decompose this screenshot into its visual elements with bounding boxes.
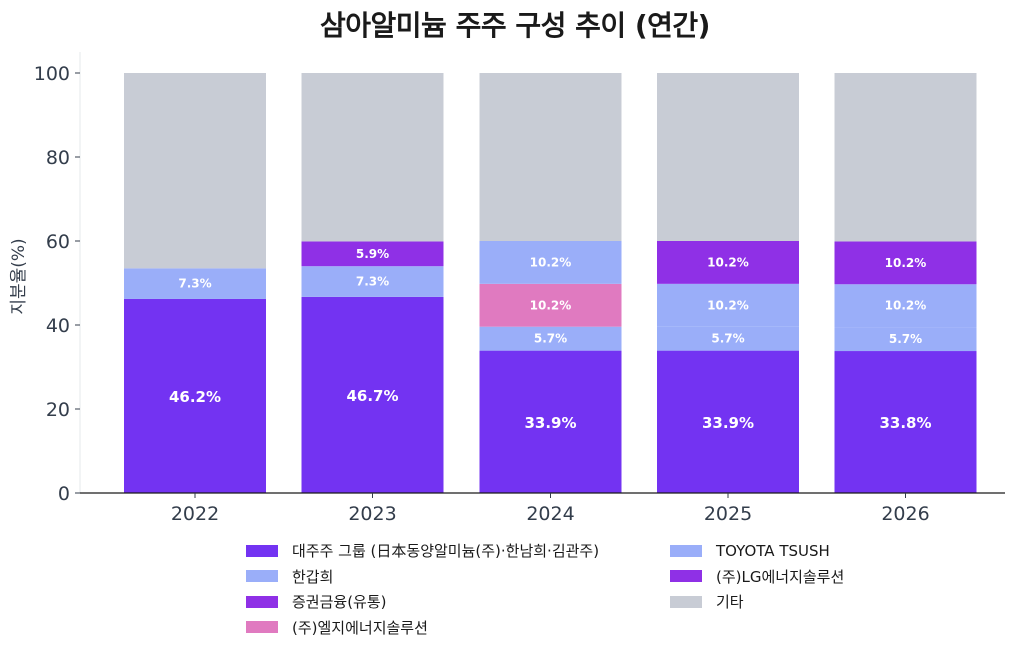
bar-data-label: 46.7%: [346, 387, 398, 405]
y-tick-label: 0: [58, 483, 70, 505]
bar-data-label: 33.8%: [879, 414, 931, 432]
y-tick-label: 80: [46, 147, 70, 169]
bar-data-label: 5.7%: [889, 332, 922, 346]
x-tick-label: 2025: [704, 503, 752, 525]
x-tick-label: 2023: [348, 503, 396, 525]
bars-group: [124, 73, 977, 493]
legend-label: 대주주 그룹 (日本동양알미늄(주)·한남희·김관주): [292, 542, 600, 561]
bar-segment-2024: [479, 350, 622, 493]
bar-segment-2023: [301, 266, 444, 297]
bar-data-label: 7.3%: [178, 277, 211, 291]
bar-segment-2025: [657, 350, 799, 493]
bar-segment-2022: [124, 268, 266, 299]
legend-item: TOYOTA TSUSH: [670, 538, 844, 564]
bar-segment-2026: [834, 351, 977, 493]
bar-segment-2024: [479, 73, 622, 241]
bar-segment-blue-upper-2026: [834, 284, 977, 328]
legend-label: 한갑희: [292, 567, 334, 586]
bar-segment-2025: [657, 73, 799, 241]
bar-segment-2024: [479, 326, 622, 351]
legend-label: TOYOTA TSUSH: [716, 541, 830, 560]
chart-title: 삼아알미늄 주주 구성 추이 (연간): [320, 9, 710, 42]
bar-segment-2024: [479, 283, 622, 327]
bar-segment-blue-upper-2025: [657, 283, 799, 327]
legend-item: 대주주 그룹 (日本동양알미늄(주)·한남희·김관주): [246, 538, 599, 564]
bar-segment-2026: [834, 327, 977, 352]
bar-segment-2026: [834, 241, 977, 285]
x-tick-label: 2022: [171, 503, 219, 525]
x-tick-label: 2024: [526, 503, 574, 525]
legend-label: 증권금융(유통): [292, 593, 387, 612]
bar-data-label: 5.7%: [534, 332, 567, 346]
axes-group: 0 20 40 60 80 100 2022 2023 2024 2025 2026: [34, 52, 1005, 525]
bar-data-label: 5.7%: [711, 332, 744, 346]
legend-item: 기타: [670, 589, 844, 615]
bar-data-label: 10.2%: [707, 298, 749, 312]
bar-data-label: 10.2%: [885, 299, 927, 313]
legend-item: (주)LG에너지솔루션: [670, 564, 844, 590]
legend-swatch: [246, 621, 278, 634]
y-tick-label: 100: [34, 63, 70, 85]
bar-segment-2023: [301, 73, 444, 242]
legend-swatch: [246, 544, 278, 557]
y-tick-label: 60: [46, 231, 70, 253]
legend-label: (주)LG에너지솔루션: [716, 567, 845, 586]
y-axis-label: 지분율(%): [9, 238, 29, 314]
bar-data-label: 33.9%: [524, 414, 576, 432]
legend-item: (주)엘지에너지솔루션: [246, 615, 599, 641]
bar-data-label: 10.2%: [707, 255, 749, 269]
bar-data-label: 5.9%: [356, 247, 389, 261]
bar-data-label: 10.2%: [885, 256, 927, 270]
legend-swatch: [670, 595, 702, 608]
x-tick-label: 2026: [881, 503, 929, 525]
legend-swatch: [246, 595, 278, 608]
bar-segment-2022: [124, 73, 266, 269]
bar-segment-2023: [301, 296, 444, 493]
legend-swatch: [670, 570, 702, 583]
bar-data-label: 33.9%: [702, 414, 754, 432]
bar-segment-2025: [657, 326, 799, 351]
bar-segment-2026: [834, 73, 977, 242]
y-tick-label: 20: [46, 399, 70, 421]
legend-item: 증권금융(유통): [246, 589, 599, 615]
bar-segment-2022: [124, 298, 266, 493]
bar-data-label: 7.3%: [356, 275, 389, 289]
legend-label: 기타: [716, 593, 744, 612]
bar-segment-blue-upper-2024: [479, 241, 622, 284]
bar-data-label: 10.2%: [530, 298, 572, 312]
legend-item: 한갑희: [246, 564, 599, 590]
bar-data-label: 10.2%: [530, 255, 572, 269]
bar-labels-group: 46.2% 7.3% 46.7% 7.3% 5.9% 33.9% 5.7% 10.2% 10.2…: [169, 247, 932, 432]
bar-segment-2023: [301, 241, 444, 267]
legend-swatch: [246, 570, 278, 583]
legend-swatch: [670, 544, 702, 557]
bar-segment-2025: [657, 241, 799, 284]
y-tick-label: 40: [46, 315, 70, 337]
legend-label: (주)엘지에너지솔루션: [292, 618, 428, 637]
bar-data-label: 46.2%: [169, 388, 221, 406]
